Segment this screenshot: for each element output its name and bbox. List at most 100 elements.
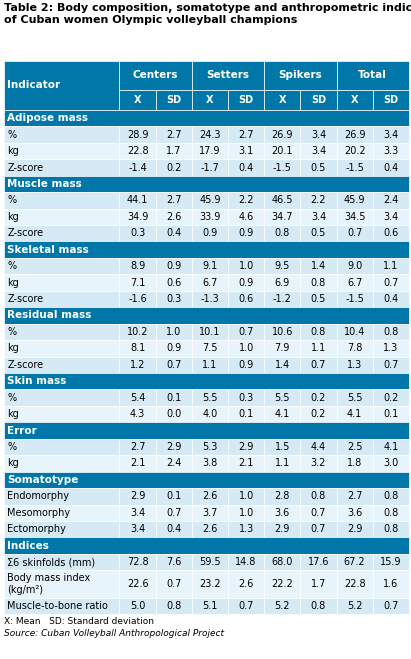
Text: Spikers: Spikers (279, 71, 322, 80)
Text: 5.0: 5.0 (130, 601, 145, 611)
Text: 72.8: 72.8 (127, 557, 148, 567)
Text: 0.7: 0.7 (166, 579, 181, 589)
Text: 0.8: 0.8 (311, 492, 326, 501)
Text: -1.4: -1.4 (128, 163, 147, 173)
Text: 4.0: 4.0 (202, 409, 217, 419)
Text: 26.9: 26.9 (272, 130, 293, 140)
Text: 0.9: 0.9 (238, 360, 254, 370)
Text: 3.2: 3.2 (311, 459, 326, 469)
Text: 0.9: 0.9 (166, 261, 181, 271)
Text: -1.2: -1.2 (273, 294, 292, 304)
Text: 67.2: 67.2 (344, 557, 365, 567)
Text: 0.4: 0.4 (238, 163, 254, 173)
Text: 20.2: 20.2 (344, 146, 365, 156)
Text: 44.1: 44.1 (127, 195, 148, 206)
Text: 0.1: 0.1 (238, 409, 254, 419)
Text: 28.9: 28.9 (127, 130, 148, 140)
Text: 0.4: 0.4 (383, 294, 399, 304)
Text: %: % (7, 393, 16, 403)
Text: Mesomorphy: Mesomorphy (7, 508, 71, 518)
Text: 4.4: 4.4 (311, 442, 326, 452)
Text: Z-score: Z-score (7, 360, 44, 370)
Text: 9.0: 9.0 (347, 261, 363, 271)
Text: SD: SD (238, 95, 254, 105)
Text: 6.7: 6.7 (202, 277, 218, 287)
Text: 1.8: 1.8 (347, 459, 363, 469)
Text: 46.5: 46.5 (272, 195, 293, 206)
Text: kg: kg (7, 277, 19, 287)
Text: 0.7: 0.7 (311, 360, 326, 370)
Text: 2.9: 2.9 (130, 492, 145, 501)
Text: 3.4: 3.4 (383, 130, 399, 140)
Text: -1.3: -1.3 (201, 294, 219, 304)
Text: 26.9: 26.9 (344, 130, 365, 140)
Text: 0.7: 0.7 (383, 601, 399, 611)
Text: 10.4: 10.4 (344, 327, 365, 337)
Text: Setters: Setters (207, 71, 249, 80)
Text: kg: kg (7, 343, 19, 353)
Text: 1.2: 1.2 (130, 360, 145, 370)
Text: 2.9: 2.9 (275, 525, 290, 534)
Text: 0.7: 0.7 (311, 508, 326, 518)
Text: X: Mean   SD: Standard deviation: X: Mean SD: Standard deviation (4, 617, 154, 626)
Text: 3.4: 3.4 (130, 525, 145, 534)
Text: SD: SD (166, 95, 181, 105)
Text: Z-score: Z-score (7, 294, 44, 304)
Text: 3.3: 3.3 (383, 146, 399, 156)
Text: 0.2: 0.2 (383, 393, 399, 403)
Text: 0.8: 0.8 (275, 228, 290, 239)
Text: 2.7: 2.7 (166, 195, 182, 206)
Text: 3.6: 3.6 (275, 508, 290, 518)
Text: 0.6: 0.6 (166, 277, 181, 287)
Text: X: X (279, 95, 286, 105)
Text: 1.3: 1.3 (383, 343, 399, 353)
Text: Z-score: Z-score (7, 228, 44, 239)
Text: kg: kg (7, 212, 19, 222)
Text: 0.1: 0.1 (383, 409, 399, 419)
Text: kg: kg (7, 409, 19, 419)
Text: Total: Total (358, 71, 387, 80)
Text: 0.1: 0.1 (166, 393, 181, 403)
Text: 14.8: 14.8 (236, 557, 257, 567)
Text: 10.2: 10.2 (127, 327, 148, 337)
Text: 2.6: 2.6 (166, 212, 181, 222)
Text: 4.3: 4.3 (130, 409, 145, 419)
Text: 10.1: 10.1 (199, 327, 221, 337)
Text: 0.9: 0.9 (166, 343, 181, 353)
Text: 2.7: 2.7 (130, 442, 145, 452)
Text: Residual mass: Residual mass (7, 310, 92, 320)
Text: 0.9: 0.9 (202, 228, 217, 239)
Text: Somatotype: Somatotype (7, 475, 79, 485)
Text: 1.4: 1.4 (311, 261, 326, 271)
Text: 0.7: 0.7 (311, 525, 326, 534)
Text: Skin mass: Skin mass (7, 376, 67, 386)
Text: Muscle mass: Muscle mass (7, 179, 82, 189)
Text: 45.9: 45.9 (199, 195, 221, 206)
Text: Z-score: Z-score (7, 163, 44, 173)
Text: 34.9: 34.9 (127, 212, 148, 222)
Text: X: X (134, 95, 141, 105)
Text: 0.8: 0.8 (311, 327, 326, 337)
Text: 2.1: 2.1 (130, 459, 145, 469)
Text: 34.5: 34.5 (344, 212, 365, 222)
Text: 0.7: 0.7 (166, 360, 181, 370)
Text: -1.5: -1.5 (345, 294, 364, 304)
Text: 2.7: 2.7 (347, 492, 363, 501)
Text: -1.5: -1.5 (345, 163, 364, 173)
Text: 0.5: 0.5 (311, 163, 326, 173)
Text: Muscle-to-bone ratio: Muscle-to-bone ratio (7, 601, 108, 611)
Text: 5.5: 5.5 (347, 393, 363, 403)
Text: 0.8: 0.8 (311, 277, 326, 287)
Text: 2.1: 2.1 (238, 459, 254, 469)
Text: 0.2: 0.2 (311, 393, 326, 403)
Text: 45.9: 45.9 (344, 195, 365, 206)
Text: X: X (206, 95, 214, 105)
Text: 2.6: 2.6 (238, 579, 254, 589)
Text: 2.4: 2.4 (383, 195, 399, 206)
Text: 4.1: 4.1 (275, 409, 290, 419)
Text: Error: Error (7, 426, 37, 436)
Text: 1.6: 1.6 (383, 579, 399, 589)
Text: Endomorphy: Endomorphy (7, 492, 69, 501)
Text: 5.5: 5.5 (275, 393, 290, 403)
Text: 2.8: 2.8 (275, 492, 290, 501)
